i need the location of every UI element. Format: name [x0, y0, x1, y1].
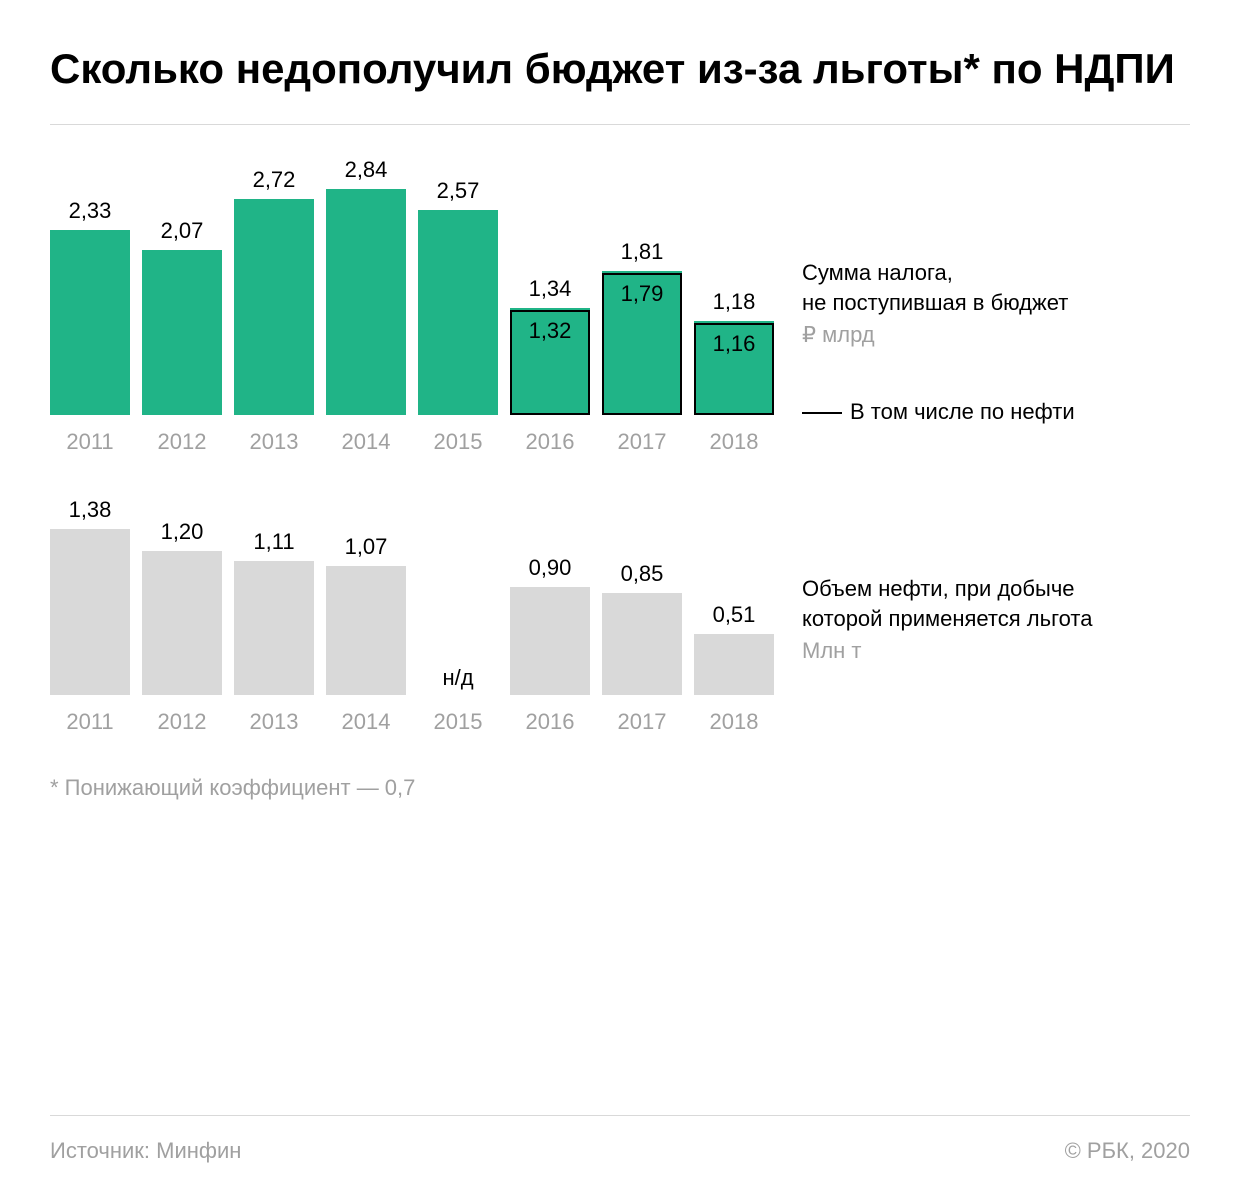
x-tick: 2012 [142, 709, 222, 735]
tax-bar-group: 2,07 [142, 155, 222, 415]
oil-bar-label: 1,07 [345, 534, 388, 560]
tax-bar-label: 2,07 [161, 218, 204, 244]
oil-bar-label: 1,38 [69, 497, 112, 523]
oil-bar-label: 0,85 [621, 561, 664, 587]
tax-bar-oil: 1,32 [510, 310, 590, 415]
tax-bar-oil: 1,16 [694, 323, 774, 415]
x-tick: 2016 [510, 709, 590, 735]
tax-bar-label: 2,72 [253, 167, 296, 193]
tax-bar-oil-label: 1,16 [696, 331, 772, 357]
tax-bar-oil-label: 1,32 [512, 318, 588, 344]
tax-bar-group: 1,81 1,79 [602, 155, 682, 415]
tax-bar-label: 2,84 [345, 157, 388, 183]
oil-bar [142, 551, 222, 695]
x-tick: 2012 [142, 429, 222, 455]
tax-bar [326, 189, 406, 415]
tax-bar-oil-label: 1,79 [604, 281, 680, 307]
x-tick: 2018 [694, 709, 774, 735]
tax-bar-oil: 1,79 [602, 273, 682, 415]
oil-bar-group: 0,85 [602, 495, 682, 695]
x-tick: 2017 [602, 709, 682, 735]
tax-bar-group: 1,18 1,16 [694, 155, 774, 415]
oil-bar [602, 593, 682, 695]
tax-legend-title: Сумма налога, не поступившая в бюджет ₽ … [802, 258, 1075, 349]
tax-legend-oil: В том числе по нефти [802, 399, 1075, 425]
footnote: * Понижающий коэффициент — 0,7 [50, 775, 1190, 801]
tax-bar [418, 210, 498, 415]
footer-source: Источник: Минфин [50, 1138, 241, 1164]
tax-bar-group: 2,72 [234, 155, 314, 415]
tax-bar: 1,79 [602, 271, 682, 415]
tax-bar-group: 2,33 [50, 155, 130, 415]
x-tick: 2015 [418, 429, 498, 455]
tax-bar [234, 199, 314, 415]
x-tick: 2016 [510, 429, 590, 455]
tax-bar-group: 1,34 1,32 [510, 155, 590, 415]
x-tick: 2018 [694, 429, 774, 455]
oil-bar [50, 529, 130, 695]
oil-bar [510, 587, 590, 695]
oil-bar-group: 1,20 [142, 495, 222, 695]
oil-bar-label: 0,90 [529, 555, 572, 581]
chart-title: Сколько недополучил бюджет из-за льготы*… [50, 44, 1190, 94]
x-tick: 2011 [50, 429, 130, 455]
x-tick: 2014 [326, 429, 406, 455]
oil-legend-unit: Млн т [802, 636, 1092, 666]
x-tick: 2011 [50, 709, 130, 735]
footer: Источник: Минфин © РБК, 2020 [50, 1115, 1190, 1164]
oil-bar-group: 1,38 [50, 495, 130, 695]
tax-bar [142, 250, 222, 415]
x-tick: 2013 [234, 429, 314, 455]
tax-bar-label: 2,33 [69, 198, 112, 224]
tax-legend-line1: Сумма налога, [802, 258, 1075, 288]
oil-bar [326, 566, 406, 695]
oil-bar-group: 1,07 [326, 495, 406, 695]
tax-bar-label: 1,81 [621, 239, 664, 265]
tax-bar-group: 2,57 [418, 155, 498, 415]
footer-credit: © РБК, 2020 [1065, 1138, 1190, 1164]
oil-bar-label: 1,11 [253, 529, 294, 555]
x-tick: 2015 [418, 709, 498, 735]
tax-bar-label: 1,18 [713, 289, 756, 315]
oil-legend-line2: которой применяется льгота [802, 604, 1092, 634]
tax-bar [50, 230, 130, 415]
tax-bar: 1,32 [510, 308, 590, 415]
oil-bar-group: н/д [418, 495, 498, 695]
x-tick: 2013 [234, 709, 314, 735]
oil-legend-line1: Объем нефти, при добыче [802, 574, 1092, 604]
x-tick: 2017 [602, 429, 682, 455]
oil-bar-label: 1,20 [161, 519, 204, 545]
oil-bar [694, 634, 774, 695]
oil-bar-group: 0,90 [510, 495, 590, 695]
oil-legend-title: Объем нефти, при добыче которой применяе… [802, 574, 1092, 665]
x-tick: 2014 [326, 709, 406, 735]
oil-bar-group: 0,51 [694, 495, 774, 695]
tax-legend-unit: ₽ млрд [802, 320, 1075, 350]
tax-bar-group: 2,84 [326, 155, 406, 415]
tax-bar-label: 2,57 [437, 178, 480, 204]
oil-bar-label: 0,51 [713, 602, 756, 628]
oil-bar-na: н/д [442, 665, 473, 691]
oil-bar [234, 561, 314, 695]
tax-bar-label: 1,34 [529, 276, 572, 302]
tax-legend-line2: не поступившая в бюджет [802, 288, 1075, 318]
tax-bar: 1,16 [694, 321, 774, 415]
oil-bar-group: 1,11 [234, 495, 314, 695]
oil-volume-chart: 1,38 1,20 1,11 1,07 н/д 0,90 0,85 0,51 2011 2012… [50, 495, 1190, 735]
tax-chart: 2,33 2,07 2,72 2,84 2,57 1,34 1,32 1,81 1,79 1,18… [50, 155, 1190, 455]
divider-top [50, 124, 1190, 125]
